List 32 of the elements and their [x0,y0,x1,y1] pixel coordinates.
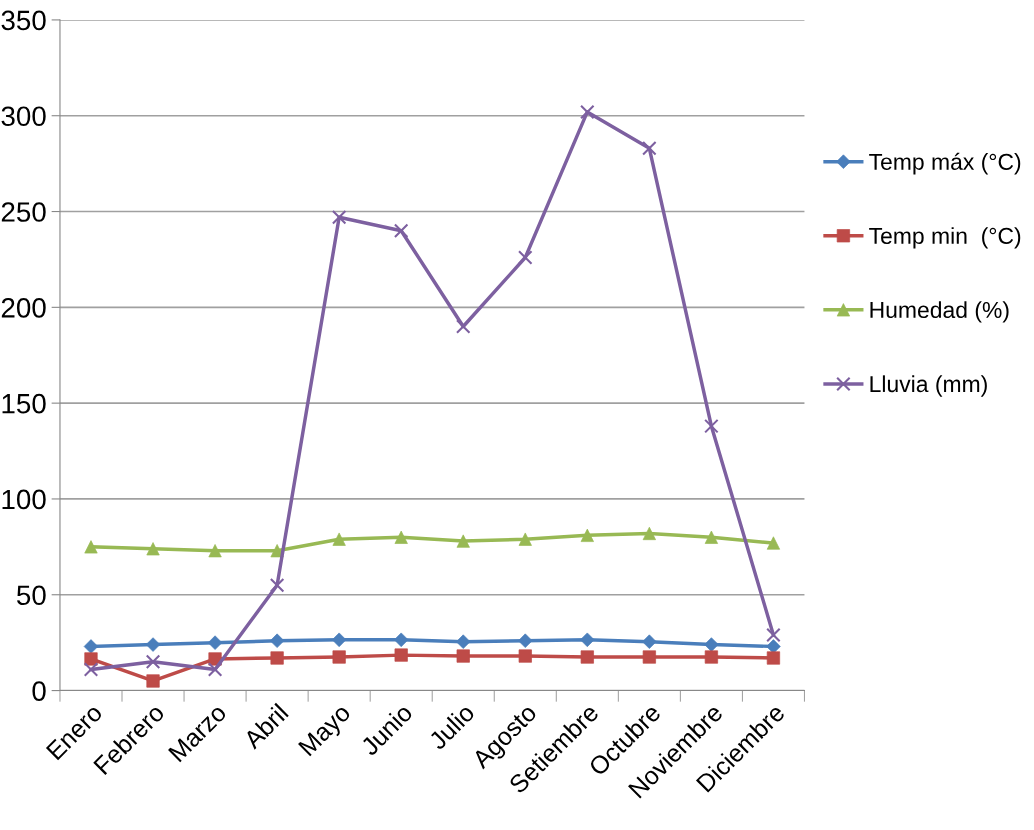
y-tick-label: 350 [1,10,46,31]
legend-label: Temp min (°C) [869,227,1021,249]
legend-label: Humedad (%) [870,301,1009,323]
point [269,633,285,648]
y-tick-label: 0 [32,681,46,701]
x-tick-label: Julio [427,702,476,751]
legend-label: Temp máx (°C) [869,152,1021,175]
point [580,528,594,542]
point [455,319,471,334]
y-tick-label: 250 [1,202,46,222]
y-tick-label: 50 [16,585,46,606]
point [145,637,161,652]
point [331,209,347,225]
point [704,650,718,664]
point [517,250,533,265]
point [145,654,161,670]
point [269,577,285,593]
point [642,141,657,156]
y-tick-label: 100 [2,489,46,510]
point [766,627,781,643]
y-tick-label: 150 [2,393,46,414]
point [207,635,223,650]
point [83,662,99,677]
point [393,223,409,238]
y-tick-label: 200 [1,298,46,318]
point [704,530,718,544]
point [704,418,719,434]
point [580,650,594,664]
point [580,104,595,120]
legend-label: Lluvia (mm) [870,375,987,397]
y-tick-label: 300 [1,106,46,127]
point [207,662,223,677]
